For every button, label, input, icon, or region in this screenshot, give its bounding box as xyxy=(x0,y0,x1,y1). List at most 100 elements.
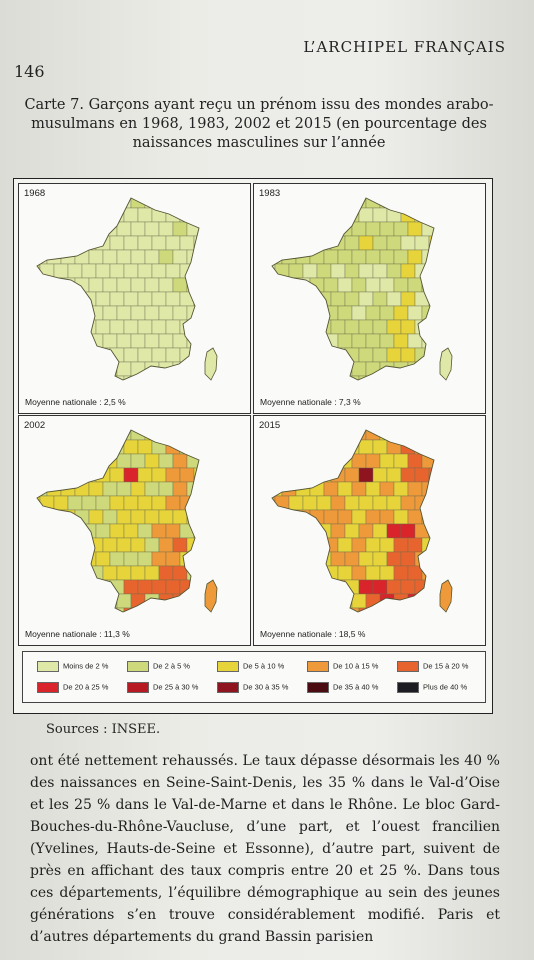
department-cell xyxy=(201,510,215,524)
department-cell xyxy=(274,235,290,251)
legend-item: Plus de 40 % xyxy=(397,682,467,696)
department-cell xyxy=(316,235,332,251)
department-cell xyxy=(102,453,118,469)
department-cell xyxy=(393,537,409,553)
department-cell xyxy=(330,467,346,483)
department-cell xyxy=(67,235,83,251)
department-cell xyxy=(272,467,276,483)
department-cell xyxy=(274,319,290,335)
department-cell xyxy=(295,277,311,293)
department-cell xyxy=(67,495,83,511)
department-cell xyxy=(116,277,132,293)
department-cell xyxy=(358,207,374,223)
department-cell xyxy=(365,305,381,321)
department-cell xyxy=(102,481,118,497)
department-cell xyxy=(39,607,55,612)
department-cell xyxy=(337,537,353,553)
department-cell xyxy=(351,361,367,377)
department-cell xyxy=(288,439,304,455)
department-cell xyxy=(372,551,388,567)
department-cell xyxy=(309,277,325,293)
department-cell xyxy=(81,235,97,251)
department-cell xyxy=(316,291,332,307)
department-cell xyxy=(137,523,153,539)
department-cell xyxy=(358,607,374,612)
department-cell xyxy=(421,509,434,525)
department-cell xyxy=(193,607,199,612)
department-cell xyxy=(302,579,318,595)
department-cell xyxy=(151,347,167,363)
department-cell xyxy=(158,430,174,441)
department-cell xyxy=(109,235,125,251)
department-cell xyxy=(379,221,395,237)
department-cell xyxy=(337,221,353,237)
department-cells xyxy=(37,426,215,612)
department-cell xyxy=(88,221,104,237)
department-cell xyxy=(137,235,153,251)
department-cell xyxy=(351,430,367,441)
department-cell xyxy=(288,235,304,251)
department-cell xyxy=(201,426,215,440)
department-cell xyxy=(379,277,395,293)
department-cell xyxy=(393,509,409,525)
department-cell xyxy=(39,523,55,539)
department-cell xyxy=(151,607,167,612)
department-cell xyxy=(281,277,297,293)
department-cell xyxy=(46,221,62,237)
department-cell xyxy=(165,291,181,307)
department-cell xyxy=(330,347,346,363)
department-cell xyxy=(137,495,153,511)
department-cell xyxy=(372,347,388,363)
department-cell xyxy=(123,347,139,363)
department-cell xyxy=(428,495,434,511)
department-cell xyxy=(201,566,215,580)
department-cell xyxy=(393,249,409,265)
department-cell xyxy=(158,453,174,469)
department-cell xyxy=(74,333,90,349)
department-cell xyxy=(372,291,388,307)
department-cell xyxy=(428,319,434,335)
department-cell xyxy=(281,593,297,609)
department-cell xyxy=(386,291,402,307)
department-cell xyxy=(186,481,199,497)
department-cell xyxy=(288,207,304,223)
department-cell xyxy=(358,439,374,455)
department-cell xyxy=(281,430,297,441)
legend-swatch xyxy=(127,661,149,672)
department-cell xyxy=(158,277,174,293)
department-cell xyxy=(295,305,311,321)
department-cell xyxy=(151,579,167,595)
department-cell xyxy=(46,305,62,321)
department-cell xyxy=(365,565,381,581)
department-cell xyxy=(272,235,276,251)
department-cell xyxy=(400,607,416,612)
department-cell xyxy=(386,523,402,539)
map-year: 1983 xyxy=(259,188,281,199)
department-cell xyxy=(201,194,215,208)
department-cell xyxy=(316,347,332,363)
department-cell xyxy=(414,467,430,483)
department-cell xyxy=(414,439,430,455)
department-cell xyxy=(37,221,48,237)
department-cell xyxy=(330,607,346,612)
department-cell xyxy=(386,439,402,455)
department-cell xyxy=(109,207,125,223)
department-cell xyxy=(81,467,97,483)
department-cell xyxy=(37,333,48,349)
department-cell xyxy=(74,221,90,237)
department-cell xyxy=(74,593,90,609)
department-cell xyxy=(53,347,69,363)
department-cell xyxy=(330,263,346,279)
department-cell xyxy=(165,523,181,539)
department-cell xyxy=(116,509,132,525)
department-cell xyxy=(39,579,55,595)
department-cell xyxy=(60,509,76,525)
department-cell xyxy=(272,375,276,380)
department-cell xyxy=(288,347,304,363)
department-cell xyxy=(37,235,41,251)
france-map-2015 xyxy=(271,429,453,613)
department-cell xyxy=(123,579,139,595)
department-cell xyxy=(165,579,181,595)
department-cell xyxy=(393,453,409,469)
france-outline xyxy=(271,429,435,613)
